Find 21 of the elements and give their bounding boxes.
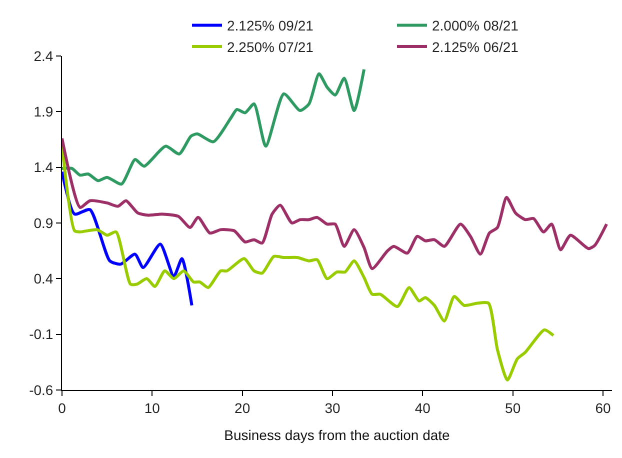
y-tick-label: 0.9 (34, 214, 54, 231)
y-tick-label: -0.1 (29, 326, 54, 342)
x-tick-label: 50 (505, 400, 521, 416)
y-tick-label: 0.4 (34, 270, 54, 287)
legend-label: 2.000% 08/21 (432, 18, 519, 34)
y-tick-label: 1.9 (34, 104, 54, 120)
y-tick-label: -0.6 (29, 382, 54, 398)
legend-label: 2.125% 09/21 (227, 18, 314, 34)
legend-label: 2.125% 06/21 (432, 38, 519, 55)
x-tick-label: 20 (234, 400, 250, 416)
x-tick-label: 60 (595, 400, 611, 416)
y-tick-label: 2.4 (34, 48, 54, 64)
y-tick-label: 1.4 (34, 159, 54, 176)
x-tick-label: 10 (144, 400, 160, 416)
line-series (62, 68, 366, 186)
x-tick-label: 30 (324, 400, 340, 416)
x-axis-title: Business days from the auction date (224, 427, 450, 444)
line-series (62, 136, 608, 270)
legend-label: 2.250% 07/21 (227, 38, 314, 55)
x-tick-label: 40 (414, 400, 431, 416)
x-tick-label: 0 (58, 400, 66, 416)
